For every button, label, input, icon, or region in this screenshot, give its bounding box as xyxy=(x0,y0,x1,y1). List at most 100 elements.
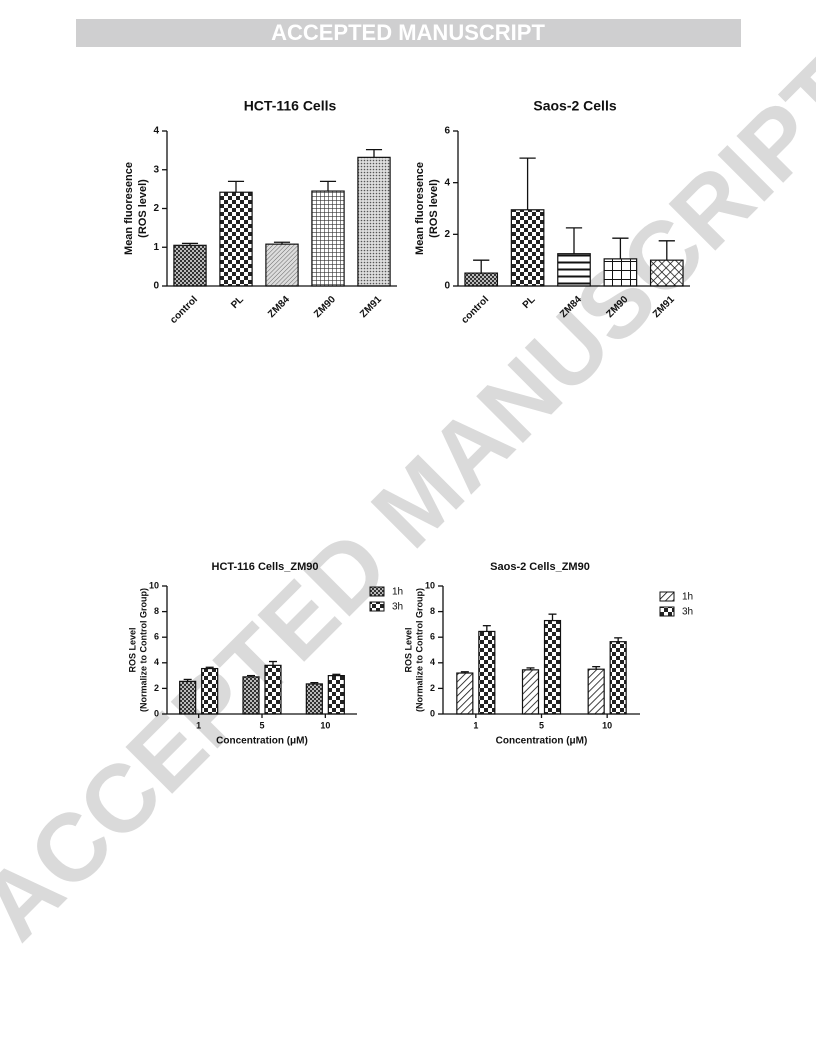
y-axis-label: ROS Level xyxy=(403,627,413,672)
bars xyxy=(173,148,391,287)
bar xyxy=(557,253,591,287)
error-bar xyxy=(548,613,557,621)
error-bar xyxy=(247,674,255,677)
error-bar xyxy=(205,666,214,669)
y-tick-label: 0 xyxy=(154,708,159,718)
y-tick-label: 2 xyxy=(430,683,435,693)
error-bar xyxy=(614,637,623,642)
y-tick-label: 0 xyxy=(153,281,159,292)
bar xyxy=(219,191,253,287)
y-axis-label: Mean fluoresence xyxy=(414,162,426,255)
bar xyxy=(179,680,197,715)
legend-swatch xyxy=(369,586,385,597)
y-tick-label: 2 xyxy=(154,683,159,693)
bars xyxy=(456,613,627,715)
chart-title: HCT-116 Cells_ZM90 xyxy=(212,561,319,573)
bar xyxy=(464,272,499,287)
y-tick-label: 0 xyxy=(430,708,435,718)
error-bar xyxy=(183,678,192,682)
error-bar xyxy=(365,148,383,158)
x-tick-label: 10 xyxy=(320,720,330,730)
x-tick-label: control xyxy=(168,294,200,326)
bar xyxy=(478,630,496,715)
y-axis-label: ROS Level xyxy=(127,627,137,672)
y-tick-label: 2 xyxy=(153,203,159,214)
bar xyxy=(327,674,345,715)
y-tick-label: 0 xyxy=(444,281,450,292)
error-bar xyxy=(473,259,490,274)
x-tick-label: ZM84 xyxy=(266,294,292,320)
legend-label: 1h xyxy=(392,587,403,598)
bars xyxy=(179,660,345,715)
chart-title: Saos-2 Cells_ZM90 xyxy=(490,561,590,573)
bar xyxy=(456,672,474,715)
bar xyxy=(603,258,638,287)
legend-label: 3h xyxy=(682,607,693,618)
error-bar xyxy=(526,667,535,670)
error-bar xyxy=(332,673,341,676)
x-axis-label: Concentration (μM) xyxy=(216,736,308,747)
bar xyxy=(201,667,219,715)
bar xyxy=(357,156,391,287)
y-tick-label: 2 xyxy=(444,229,450,240)
header-title: ACCEPTED MANUSCRIPT xyxy=(271,20,545,45)
x-tick-label: 10 xyxy=(602,720,612,730)
bar xyxy=(264,664,282,715)
y-axis-label: (Normalize to Control Group) xyxy=(414,588,424,712)
y-tick-label: 8 xyxy=(430,606,435,616)
error-bar xyxy=(319,180,337,192)
x-tick-label: 5 xyxy=(539,720,544,730)
x-tick-label: 5 xyxy=(259,720,264,730)
y-tick-label: 4 xyxy=(154,657,159,667)
y-tick-label: 1 xyxy=(153,242,159,253)
x-tick-label: 1 xyxy=(196,720,201,730)
error-bar xyxy=(482,625,491,632)
y-tick-label: 6 xyxy=(430,632,435,642)
y-tick-label: 10 xyxy=(149,580,159,590)
x-tick-label: control xyxy=(459,294,491,326)
bars xyxy=(464,157,684,287)
y-tick-label: 3 xyxy=(153,164,159,175)
bar xyxy=(242,676,260,715)
error-bar xyxy=(181,242,199,246)
error-bar xyxy=(592,665,601,670)
legend-label: 1h xyxy=(682,592,693,603)
bar xyxy=(265,243,299,287)
chart-title: Saos-2 Cells xyxy=(533,98,616,114)
y-axis-label: (ROS level) xyxy=(428,179,440,238)
y-tick-label: 6 xyxy=(154,632,159,642)
bar xyxy=(305,683,323,715)
x-tick-label: ZM91 xyxy=(358,294,384,320)
header-bar xyxy=(76,19,741,47)
error-bar xyxy=(273,241,291,245)
bar xyxy=(311,190,345,287)
y-axis-label: Mean fluoresence xyxy=(123,162,135,255)
y-axis-label: (Normalize to Control Group) xyxy=(138,588,148,712)
error-bar xyxy=(612,237,629,259)
error-bar xyxy=(269,660,277,666)
y-tick-label: 6 xyxy=(444,126,450,137)
error-bar xyxy=(519,157,536,210)
chart-title: HCT-116 Cells xyxy=(244,98,337,114)
bar xyxy=(521,669,540,715)
error-bar xyxy=(565,227,583,254)
x-tick-label: 1 xyxy=(473,720,478,730)
bar xyxy=(649,259,684,287)
legend-swatch xyxy=(659,606,675,617)
error-bar xyxy=(658,240,675,261)
legend-swatch xyxy=(369,601,385,612)
error-bar xyxy=(460,671,469,674)
legend-swatch xyxy=(659,591,675,602)
bar xyxy=(173,244,207,287)
error-bar xyxy=(227,180,245,193)
x-axis-label: Concentration (μM) xyxy=(496,736,588,747)
x-tick-label: ZM90 xyxy=(312,294,338,320)
y-tick-label: 8 xyxy=(154,606,159,616)
y-tick-label: 4 xyxy=(430,657,435,667)
legend-label: 3h xyxy=(392,602,403,613)
bar xyxy=(543,619,562,715)
y-axis-label: (ROS level) xyxy=(137,179,149,238)
bar xyxy=(587,668,605,715)
